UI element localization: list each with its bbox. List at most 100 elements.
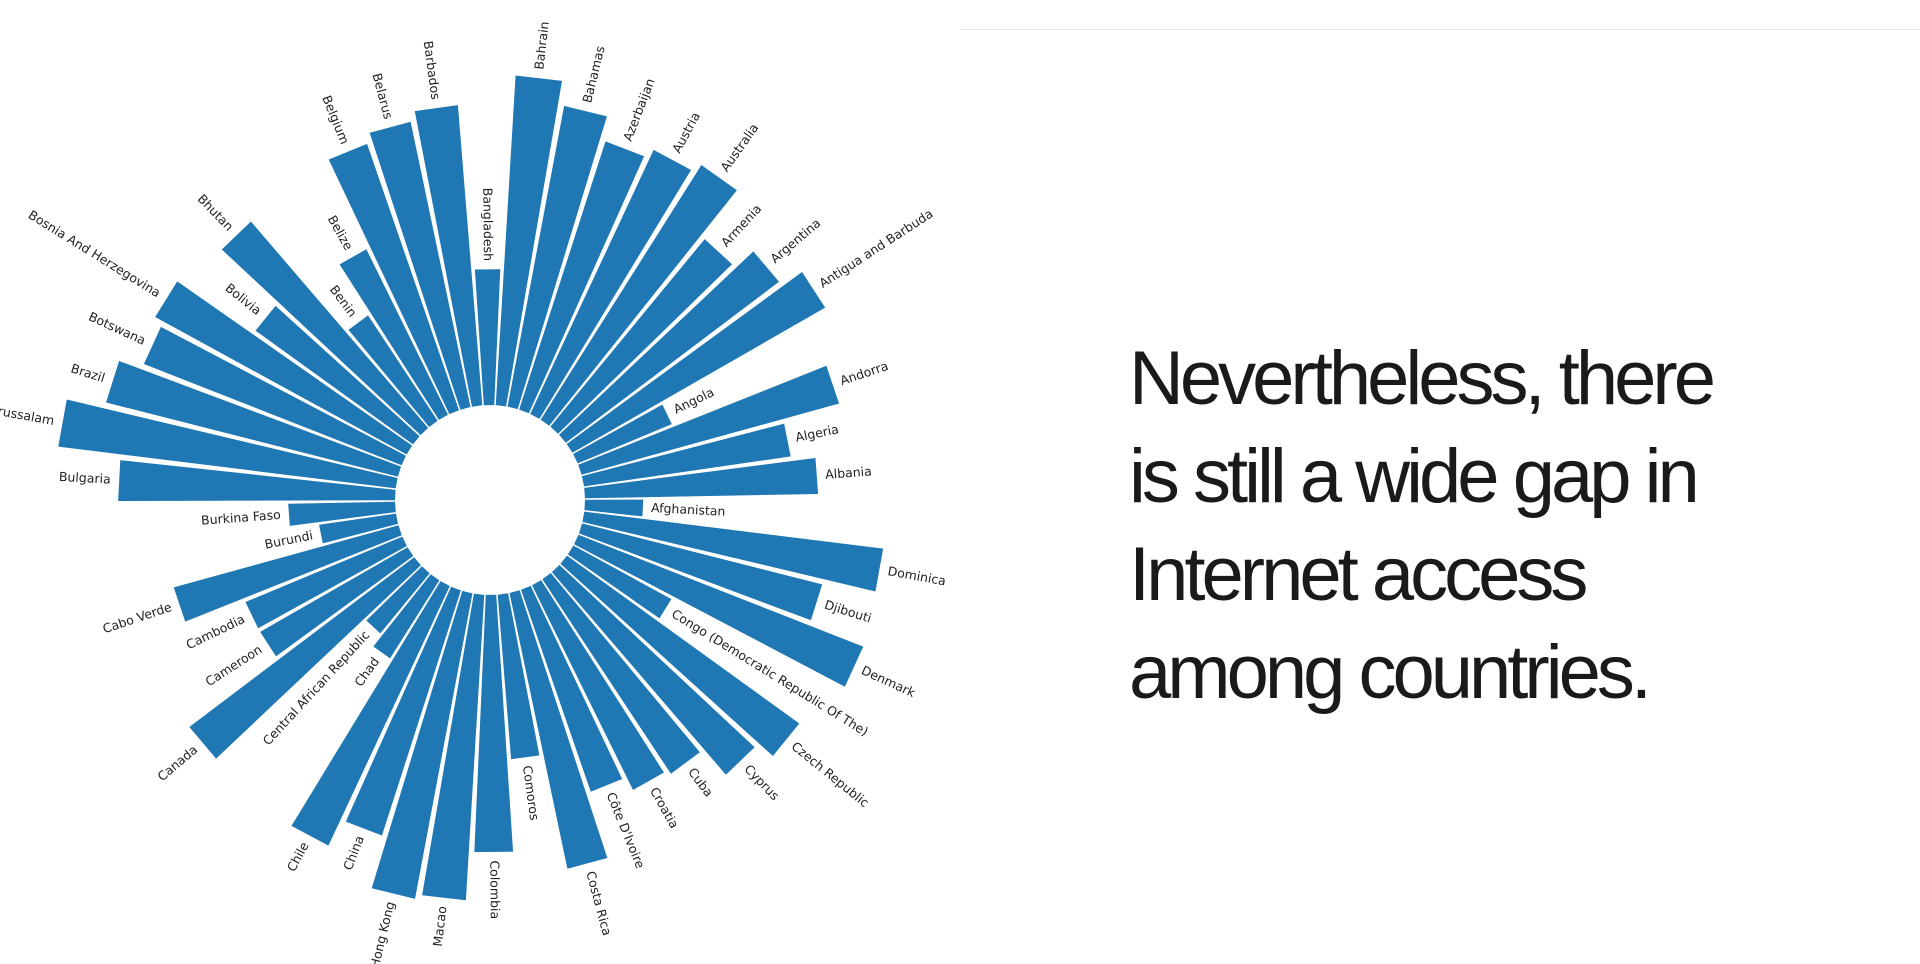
bar-canada xyxy=(189,557,421,759)
bar-azerbaijan xyxy=(519,141,645,414)
bar-label-costa-rica: Costa Rica xyxy=(583,869,615,937)
bar-label-belarus: Belarus xyxy=(369,71,396,120)
bar-algeria xyxy=(581,423,791,487)
bar-c-te-d-ivoire xyxy=(521,585,623,792)
bar-label-algeria: Algeria xyxy=(794,421,840,444)
bar-label-antigua-and-barbuda: Antigua and Barbuda xyxy=(816,206,935,291)
bar-label-azerbaijan: Azerbaijan xyxy=(620,76,658,143)
bar-bangladesh xyxy=(474,269,501,406)
bar-czech-republic xyxy=(560,555,800,757)
bar-label-chile: Chile xyxy=(284,839,312,874)
bar-belgium xyxy=(328,143,459,415)
bar-chad xyxy=(373,574,440,659)
bar-belarus xyxy=(369,121,471,410)
bar-australia xyxy=(540,164,737,426)
bar-cameroon xyxy=(260,547,414,657)
bar-colombia xyxy=(474,594,514,853)
bar-label-austria: Austria xyxy=(669,109,703,155)
bar-benin xyxy=(348,315,438,427)
bar-label-argentina: Argentina xyxy=(767,215,823,266)
bar-label-brazil: Brazil xyxy=(69,361,107,386)
bar-label-barbados: Barbados xyxy=(421,40,444,101)
bar-cabo-verde xyxy=(173,525,402,622)
bar-china xyxy=(345,586,461,836)
bar-andorra xyxy=(578,365,840,475)
bar-label-colombia: Colombia xyxy=(487,860,503,919)
bar-albania xyxy=(584,458,819,499)
bar-label-botswana: Botswana xyxy=(86,309,148,348)
headline-line-4: among countries. xyxy=(1129,630,1652,715)
bar-costa-rica xyxy=(509,590,608,869)
headline-text: Nevertheless, there is still a wide gap … xyxy=(1129,330,1769,722)
bar-label-dominica: Dominica xyxy=(887,563,948,588)
bar-austria xyxy=(530,149,692,419)
bar-central-african-republic xyxy=(366,566,430,634)
bar-angola xyxy=(573,404,672,464)
bar-armenia xyxy=(550,239,733,434)
bar-label-djibouti: Djibouti xyxy=(823,597,874,626)
top-divider xyxy=(960,29,1920,30)
bar-burkina-faso xyxy=(288,501,396,526)
bar-label-cabo-verde: Cabo Verde xyxy=(101,599,174,636)
bar-argentina xyxy=(559,251,780,443)
bar-label-andorra: Andorra xyxy=(838,358,890,388)
bar-label-australia: Australia xyxy=(717,121,761,175)
bar-cuba xyxy=(542,573,700,774)
bar-cambodia xyxy=(245,536,407,629)
headline-line-1: Nevertheless, there xyxy=(1129,336,1716,421)
bar-bhutan xyxy=(221,221,429,436)
bar-label-hong-kong: Hong Kong xyxy=(367,900,398,964)
bar-burundi xyxy=(319,513,399,544)
headline-line-3: Internet access xyxy=(1129,532,1588,617)
bar-cyprus xyxy=(551,564,755,775)
bar-label-bosnia-and-herzegovina: Bosnia And Herzegovina xyxy=(26,207,164,300)
bar-afghanistan xyxy=(584,499,644,517)
bar-bolivia xyxy=(255,305,420,445)
bar-label-macao: Macao xyxy=(430,905,450,947)
bar-brazil xyxy=(106,360,402,477)
bar-djibouti xyxy=(578,523,823,621)
bar-chile xyxy=(291,581,450,846)
bar-label-croatia: Croatia xyxy=(647,784,682,831)
bar-label-burkina-faso: Burkina Faso xyxy=(201,507,282,528)
bar-label-albania: Albania xyxy=(825,463,873,481)
bar-label-brunei-darussalam: Brunei Darussalam xyxy=(0,392,56,428)
bar-bahamas xyxy=(507,105,607,410)
bar-label-chad: Chad xyxy=(351,654,382,689)
bar-barbados xyxy=(414,105,483,407)
bar-belize xyxy=(339,249,448,420)
bar-macao xyxy=(422,593,485,901)
bar-label-armenia: Armenia xyxy=(718,201,765,250)
bar-label-cyprus: Cyprus xyxy=(741,761,782,803)
bar-bahrain xyxy=(495,75,563,407)
bar-label-cuba: Cuba xyxy=(685,765,716,800)
bar-botswana xyxy=(143,326,406,466)
bar-bosnia-and-herzegovina xyxy=(155,281,413,455)
bar-label-bahrain: Bahrain xyxy=(531,21,551,71)
bar-label-bangladesh: Bangladesh xyxy=(480,188,496,261)
bar-label-bolivia: Bolivia xyxy=(222,280,264,318)
bar-label-belgium: Belgium xyxy=(319,93,352,146)
bar-label-china: China xyxy=(340,833,367,872)
bar-hong-kong xyxy=(371,590,473,899)
bar-label-comoros: Comoros xyxy=(520,765,542,822)
bar-label-c-te-d-ivoire: Côte D'Ivoire xyxy=(604,790,649,871)
bar-denmark xyxy=(574,534,864,687)
bar-label-bulgaria: Bulgaria xyxy=(59,469,112,487)
bar-label-bhutan: Bhutan xyxy=(195,191,237,234)
bar-croatia xyxy=(532,580,664,790)
bar-label-burundi: Burundi xyxy=(263,527,314,551)
bar-bulgaria xyxy=(118,460,396,501)
bar-comoros xyxy=(497,593,540,760)
headline-line-2: is still a wide gap in xyxy=(1129,434,1700,519)
bar-dominica xyxy=(582,511,884,592)
radial-bar-chart: AfghanistanAlbaniaAlgeriaAndorraAngolaAn… xyxy=(0,21,948,964)
bar-label-czech-republic: Czech Republic xyxy=(789,739,873,811)
bar-label-afghanistan: Afghanistan xyxy=(651,500,726,519)
bar-antigua-and-barbuda xyxy=(566,272,826,453)
bar-brunei-darussalam xyxy=(58,399,398,489)
bar-label-canada: Canada xyxy=(154,742,200,784)
bars-layer xyxy=(58,75,884,901)
bar-label-belize: Belize xyxy=(325,213,357,253)
